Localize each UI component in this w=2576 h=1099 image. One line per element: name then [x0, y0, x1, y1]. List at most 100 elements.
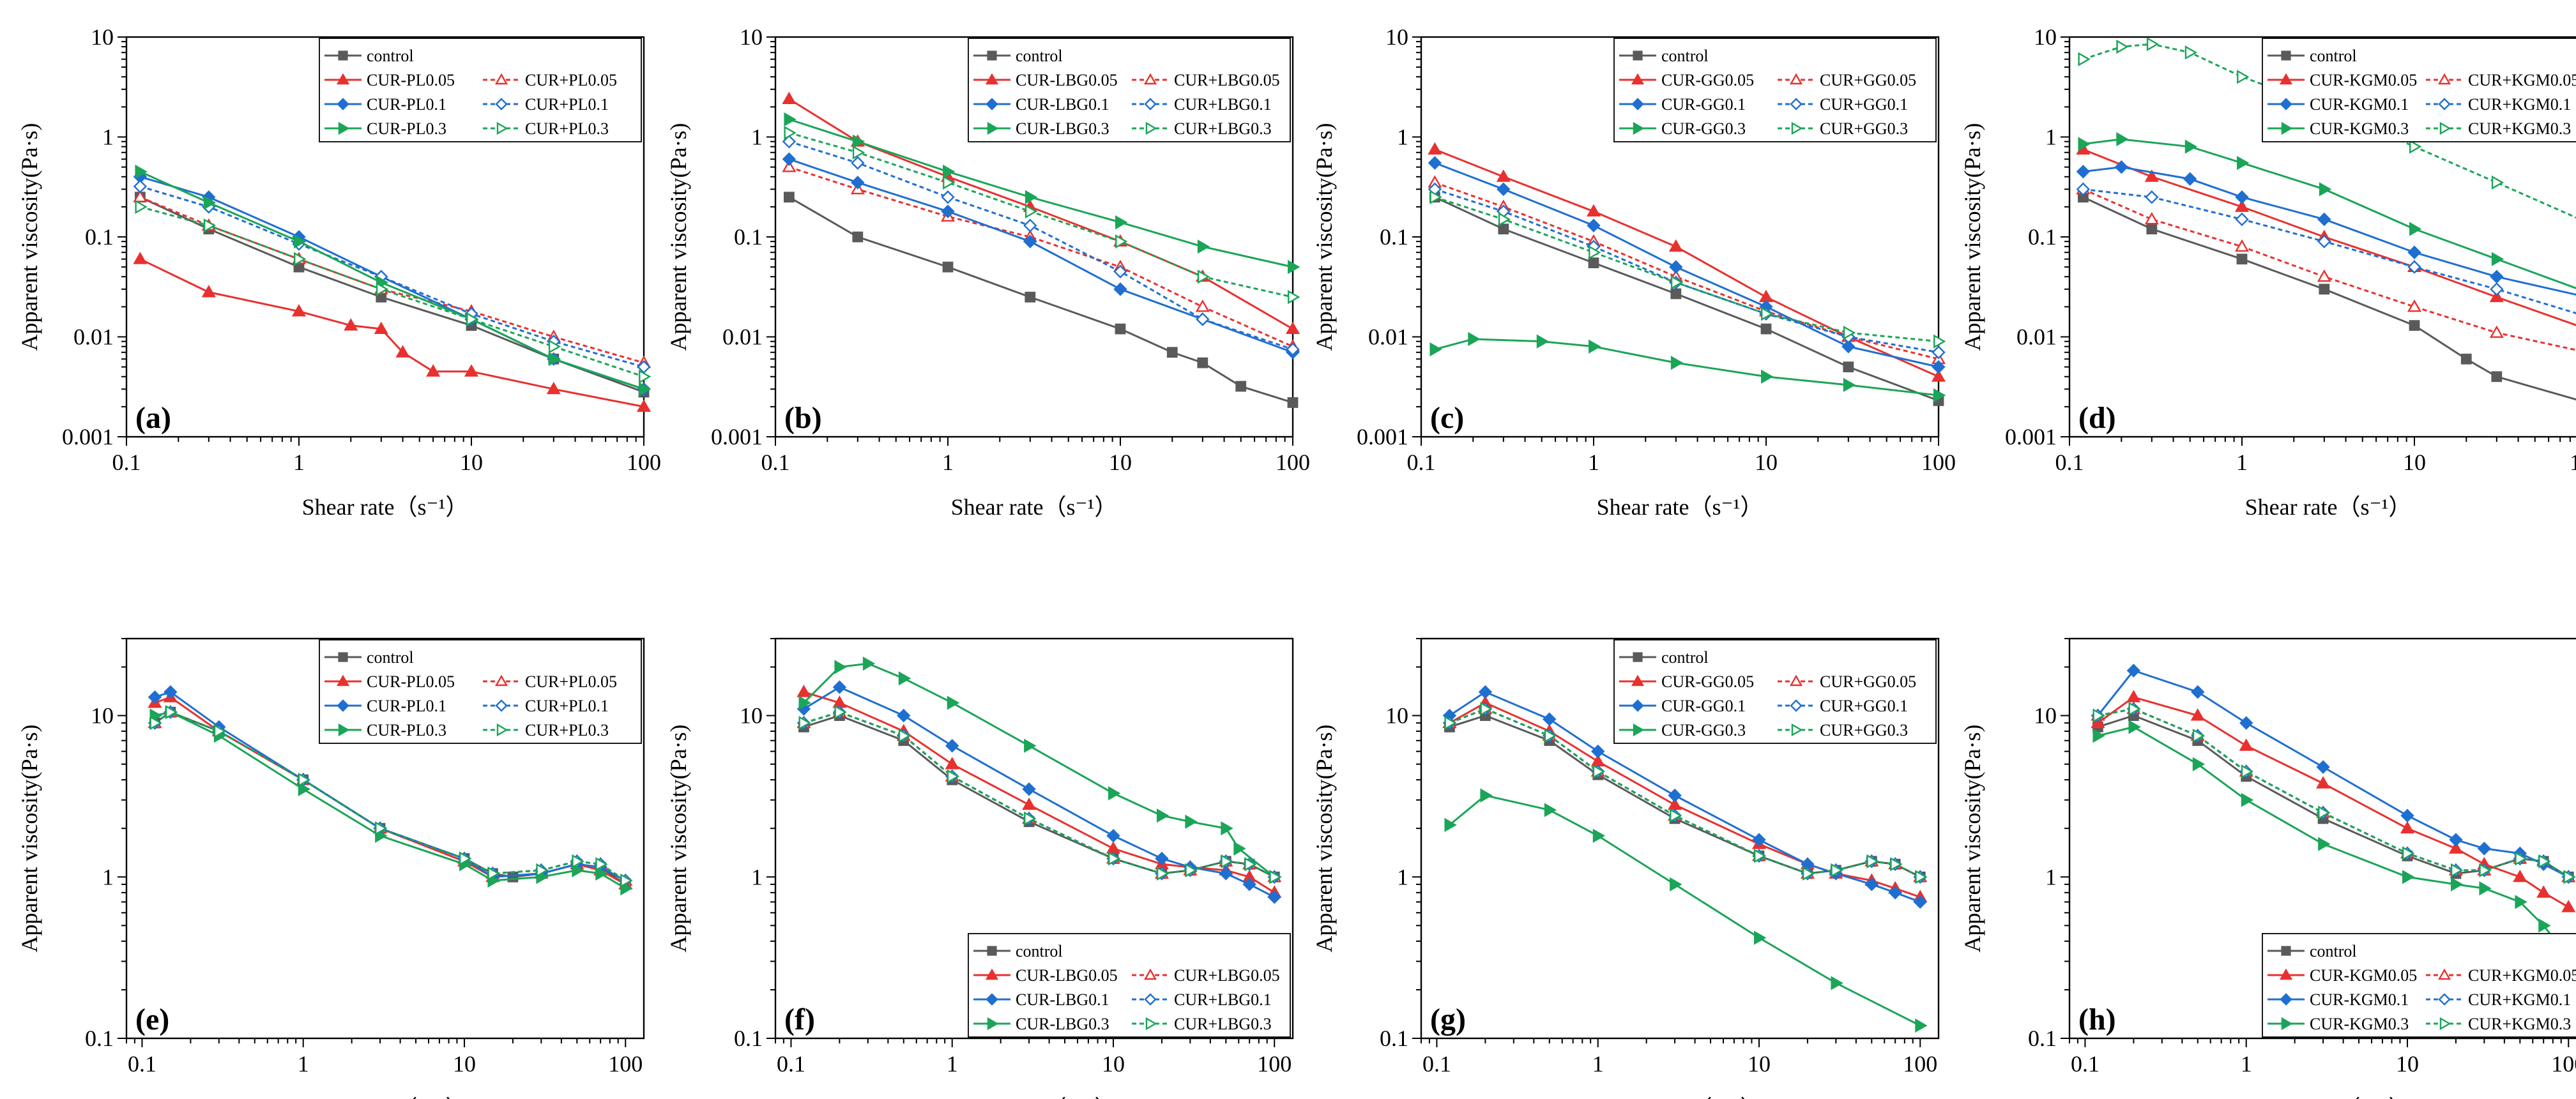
legend-marker — [987, 121, 999, 135]
legend-label: CUR+PL0.1 — [525, 95, 609, 114]
data-point — [783, 192, 795, 203]
legend-label: CUR+GG0.05 — [1820, 71, 1916, 89]
legend-marker — [1789, 73, 1803, 85]
data-point — [2448, 841, 2463, 854]
legend-label: CUR-LBG0.05 — [1016, 71, 1118, 89]
data-point — [1670, 288, 1682, 299]
x-tick-label: 10 — [460, 450, 483, 475]
data-point — [546, 381, 561, 395]
data-point — [548, 352, 561, 367]
data-point — [1669, 260, 1683, 274]
legend-label: control — [1016, 47, 1063, 65]
data-point — [1668, 788, 1682, 803]
data-point — [1544, 803, 1557, 817]
data-point — [395, 345, 410, 358]
panel-label: (f) — [784, 1003, 815, 1036]
x-tick-label: 1 — [2241, 1051, 2252, 1077]
data-point — [1670, 808, 1682, 823]
data-point — [1196, 312, 1210, 326]
legend: control CUR-KGM0.05 CUR+KGM0.05 CUR-KGM0.1 C… — [2262, 38, 2576, 142]
data-point — [1544, 729, 1557, 743]
legend-marker — [338, 121, 350, 135]
data-point — [1288, 260, 1300, 275]
data-point — [2318, 805, 2331, 820]
legend-marker — [2438, 98, 2451, 110]
x-tick-label: 0.1 — [2071, 1051, 2100, 1077]
series-CUR-LBG0.3 — [798, 656, 1282, 884]
data-point — [2184, 139, 2198, 154]
legend-marker — [336, 674, 350, 686]
data-point — [2563, 870, 2576, 884]
data-point — [201, 285, 216, 298]
legend-marker — [1631, 98, 1644, 110]
legend-marker — [1633, 723, 1645, 737]
legend-marker — [1144, 98, 1157, 110]
data-point — [548, 339, 561, 354]
data-point — [1285, 321, 1300, 335]
legend: control CUR-GG0.05 CUR+GG0.05 CUR-GG0.1 CUR+… — [1613, 38, 1937, 142]
data-point — [947, 769, 960, 784]
legend-label: CUR+LBG0.1 — [1174, 990, 1272, 1009]
data-point — [2234, 199, 2250, 212]
legend-box — [1613, 639, 1937, 744]
x-tick-label: 10 — [1102, 1051, 1125, 1077]
x-tick-label: 100 — [1276, 450, 1310, 475]
y-tick-label: 0.1 — [2028, 1026, 2057, 1051]
y-tick-label: 0.001 — [1357, 424, 1408, 450]
data-point — [2402, 846, 2415, 861]
data-point — [2316, 760, 2330, 774]
data-point — [2241, 764, 2254, 779]
legend-marker — [495, 699, 508, 712]
x-tick-label: 1 — [298, 1051, 309, 1077]
data-point — [2078, 137, 2091, 151]
data-point — [1197, 357, 1208, 368]
data-point — [2407, 245, 2421, 259]
y-tick-label: 10 — [91, 703, 114, 729]
series-CUR-PL0.05 — [133, 252, 652, 412]
y-tick-label: 0.01 — [1368, 324, 1408, 350]
data-point — [1802, 866, 1815, 881]
data-point — [1113, 282, 1127, 296]
series-line — [2083, 166, 2576, 296]
data-point — [344, 318, 358, 331]
data-point — [1156, 808, 1170, 823]
x-tick-label: 1 — [1592, 1051, 1604, 1077]
data-point — [2191, 685, 2205, 699]
y-tick-label: 0.1 — [734, 1026, 763, 1051]
chart-panel-b: 0.1 1 10 100 0.001 0.01 0.1 1 10 Shear rate（s⁻¹） A… — [666, 24, 1310, 520]
legend-label: CUR-LBG0.3 — [1016, 1015, 1109, 1033]
legend-label: control — [367, 648, 414, 667]
data-point — [1931, 369, 1946, 382]
data-point — [2239, 738, 2253, 751]
series-CUR+PL0.3 — [149, 705, 633, 888]
data-point — [2235, 190, 2249, 204]
x-tick-label: 1 — [2236, 450, 2248, 475]
data-point — [1913, 895, 1927, 909]
x-tick-label: 0.1 — [2055, 450, 2084, 475]
x-tick-label: 0.1 — [761, 450, 790, 475]
data-point — [2192, 757, 2206, 771]
data-point — [2126, 663, 2141, 678]
legend-label: CUR+GG0.1 — [1820, 697, 1908, 715]
series-CUR-GG0.3 — [1429, 331, 1946, 403]
x-tick-label: 1 — [947, 1051, 958, 1077]
y-tick-label: 0.001 — [62, 424, 114, 450]
x-tick-label: 1 — [293, 450, 305, 475]
data-point — [639, 382, 652, 397]
data-point — [1025, 190, 1038, 204]
y-tick-label: 0.1 — [2028, 224, 2057, 250]
x-tick-label: 10 — [2396, 1051, 2419, 1077]
legend-marker — [1633, 50, 1643, 61]
data-point — [133, 179, 148, 193]
data-point — [796, 685, 811, 697]
legend-marker — [1633, 652, 1643, 662]
legend: control CUR-LBG0.05 CUR+LBG0.05 CUR-LBG0.1 C… — [968, 38, 1291, 142]
legend-marker — [1789, 674, 1803, 686]
series-line — [2082, 43, 2576, 219]
data-point — [1244, 857, 1257, 872]
x-axis-title: Shear rate（s⁻¹） — [1597, 494, 1764, 520]
legend-marker — [987, 946, 997, 956]
data-point — [1843, 377, 1856, 392]
data-point — [572, 854, 584, 868]
legend-label: CUR+PL0.3 — [525, 721, 609, 739]
